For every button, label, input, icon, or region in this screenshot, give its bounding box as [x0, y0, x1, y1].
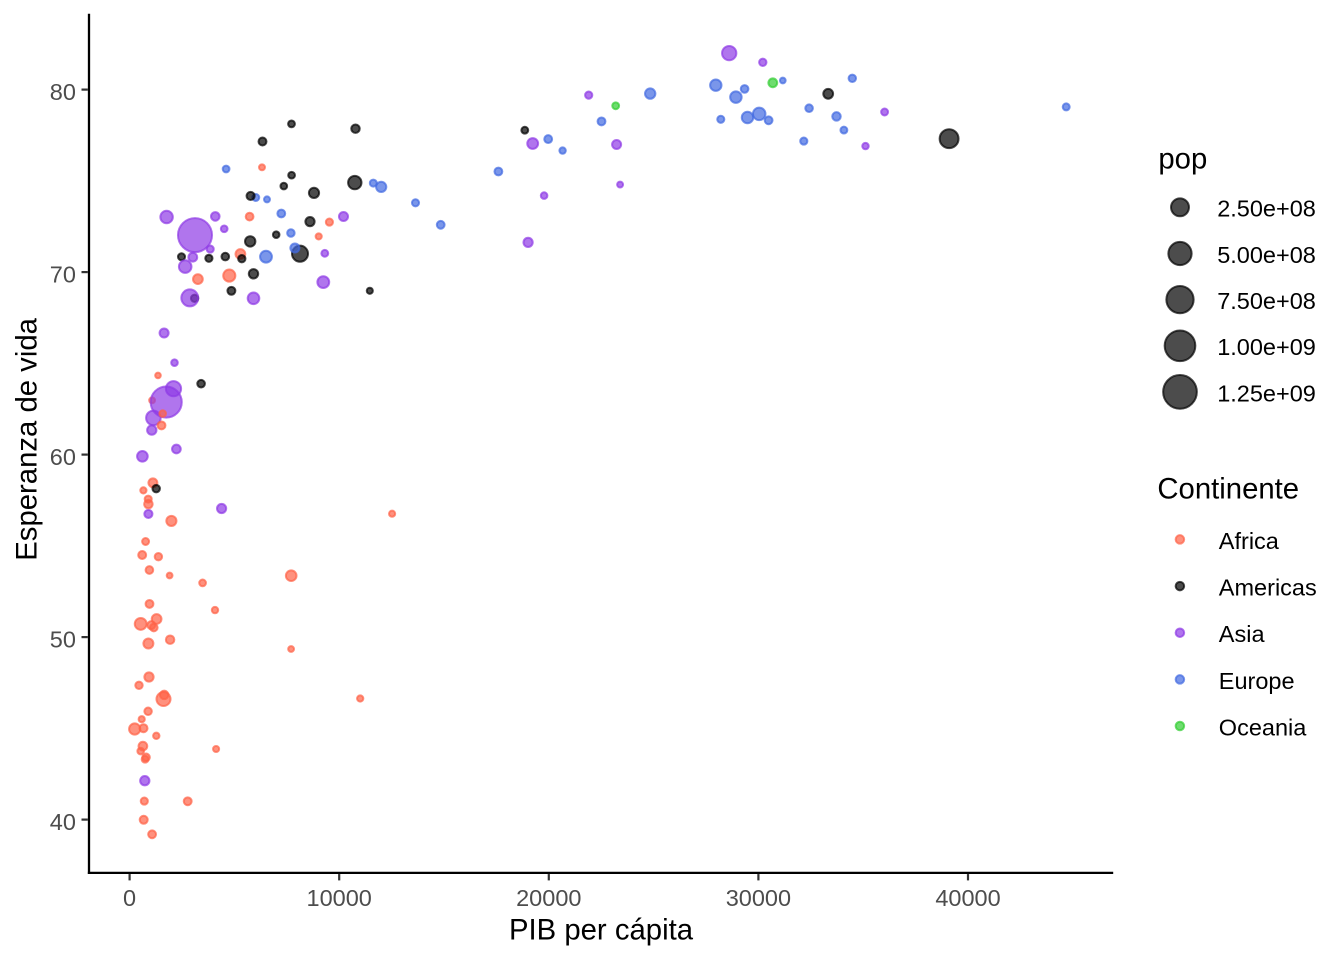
svg-text:pop: pop — [1158, 143, 1207, 176]
svg-text:80: 80 — [50, 79, 76, 105]
svg-text:Esperanza de vida: Esperanza de vida — [11, 317, 44, 560]
svg-text:PIB per cápita: PIB per cápita — [509, 914, 694, 947]
svg-text:60: 60 — [50, 444, 76, 470]
svg-text:5.00e+08: 5.00e+08 — [1217, 242, 1316, 268]
svg-text:1.00e+09: 1.00e+09 — [1217, 334, 1316, 360]
svg-text:Americas: Americas — [1219, 575, 1317, 601]
svg-text:Continente: Continente — [1157, 472, 1299, 505]
svg-text:Europe: Europe — [1219, 668, 1295, 694]
svg-text:1.25e+09: 1.25e+09 — [1217, 380, 1316, 406]
svg-text:7.50e+08: 7.50e+08 — [1217, 288, 1316, 314]
svg-text:10000: 10000 — [307, 885, 372, 911]
svg-text:40: 40 — [50, 809, 76, 835]
svg-text:40000: 40000 — [935, 885, 1000, 911]
svg-text:Asia: Asia — [1219, 621, 1266, 647]
svg-text:30000: 30000 — [726, 885, 791, 911]
svg-text:2.50e+08: 2.50e+08 — [1217, 196, 1316, 222]
svg-text:Oceania: Oceania — [1219, 714, 1307, 740]
svg-text:0: 0 — [123, 885, 136, 911]
svg-text:70: 70 — [50, 262, 76, 288]
svg-text:Africa: Africa — [1219, 528, 1280, 554]
svg-text:20000: 20000 — [516, 885, 581, 911]
svg-text:50: 50 — [50, 627, 76, 653]
